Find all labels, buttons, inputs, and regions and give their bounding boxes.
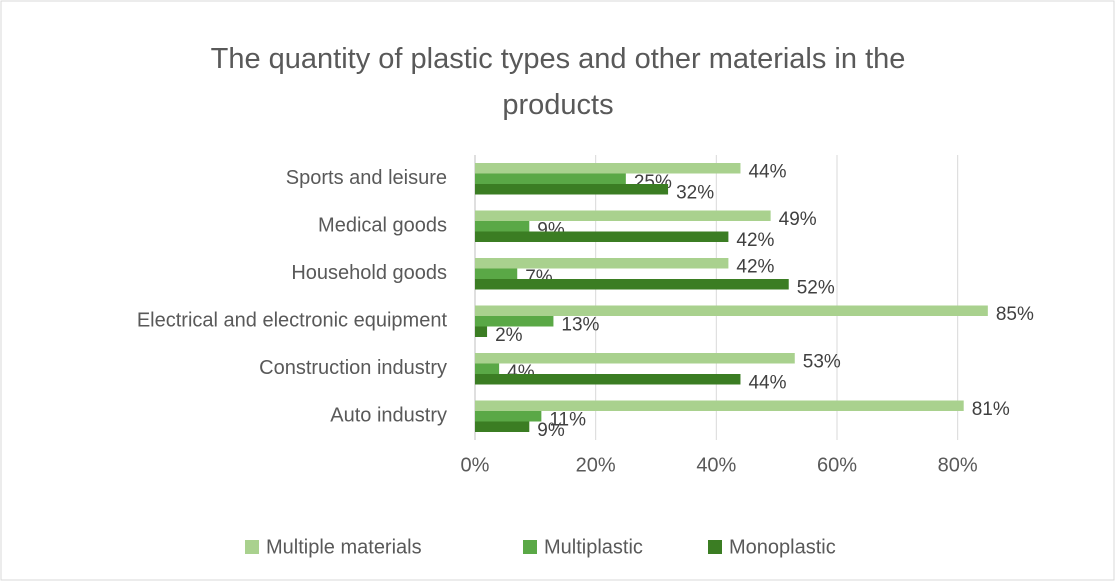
bar [475, 316, 554, 327]
x-tick-label: 20% [576, 454, 616, 476]
x-tick-label: 80% [938, 454, 978, 476]
x-tick-label: 60% [817, 454, 857, 476]
bar [475, 268, 518, 279]
bar [475, 326, 488, 337]
bar [475, 363, 500, 374]
bar [475, 353, 795, 364]
data-label: 49% [779, 209, 817, 230]
data-label: 52% [797, 277, 835, 298]
bar [475, 221, 530, 232]
legend-swatch [708, 540, 722, 554]
legend-swatch [523, 540, 537, 554]
y-tick-label: Sports and leisure [286, 167, 447, 189]
bar [475, 421, 530, 432]
data-label: 42% [736, 230, 774, 251]
y-tick-label: Medical goods [318, 215, 447, 237]
legend-label: Multiple materials [266, 536, 422, 558]
data-label: 44% [748, 372, 786, 393]
data-label: 44% [748, 161, 786, 182]
data-label: 32% [676, 182, 714, 203]
bar [475, 258, 729, 269]
bar [475, 173, 626, 184]
title-line: products [502, 89, 613, 121]
x-tick-label: 0% [461, 454, 490, 476]
data-label: 13% [561, 314, 599, 335]
y-tick-label: Electrical and electronic equipment [137, 310, 448, 332]
legend-label: Monoplastic [729, 536, 836, 558]
data-label: 53% [803, 351, 841, 372]
title-line: The quantity of plastic types and other … [211, 43, 906, 75]
data-label: 81% [972, 399, 1010, 420]
data-label: 42% [736, 256, 774, 277]
data-label: 9% [537, 420, 565, 441]
x-tick-label: 40% [696, 454, 736, 476]
chart-title: The quantity of plastic types and other … [211, 43, 906, 121]
y-tick-label: Household goods [291, 262, 447, 284]
bar [475, 210, 771, 221]
y-tick-label: Construction industry [259, 357, 447, 379]
legend-swatch [245, 540, 259, 554]
data-label: 85% [996, 304, 1034, 325]
bar [475, 411, 542, 422]
bar [475, 279, 789, 290]
y-tick-label: Auto industry [330, 405, 447, 427]
data-label: 2% [495, 325, 523, 346]
bar [475, 231, 729, 242]
bar [475, 305, 988, 316]
bar [475, 400, 964, 411]
data-label: 11% [549, 409, 586, 430]
bar [475, 374, 741, 385]
legend-label: Multiplastic [544, 536, 643, 558]
bar [475, 163, 741, 174]
bar [475, 184, 669, 195]
